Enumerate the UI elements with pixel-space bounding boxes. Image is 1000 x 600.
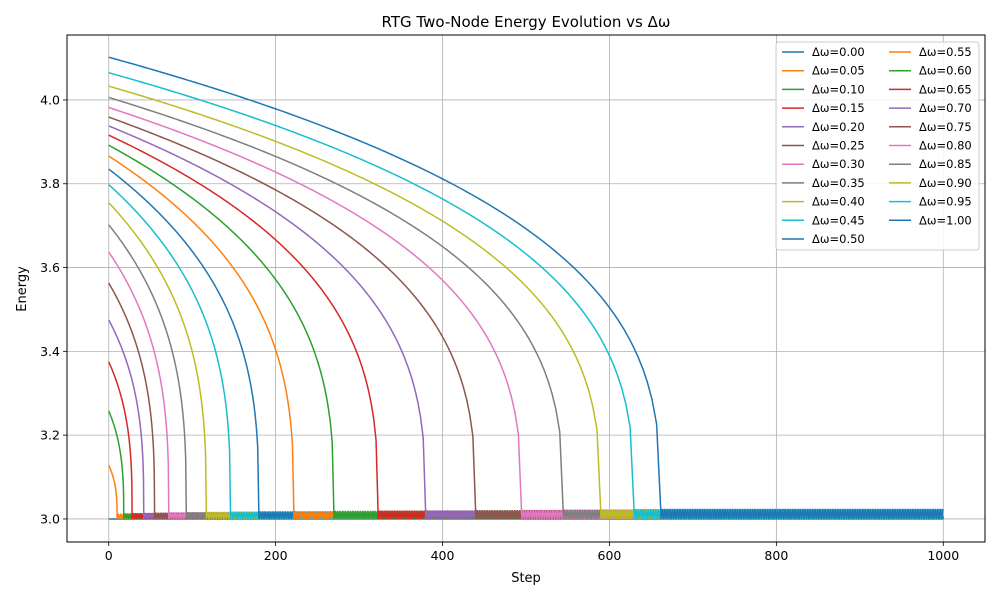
x-tick-label: 400: [431, 548, 455, 563]
chart-title: RTG Two-Node Energy Evolution vs Δω: [382, 13, 671, 31]
x-tick-label: 600: [598, 548, 622, 563]
legend-box: [775, 41, 980, 251]
series-line: [108, 56, 944, 520]
legend-entry: Δω=0.60: [919, 64, 972, 78]
x-tick-label: 800: [764, 548, 788, 563]
legend-entry: Δω=0.65: [919, 82, 972, 96]
legend-entry: Δω=0.40: [812, 195, 865, 209]
y-axis-label: Energy: [15, 266, 30, 312]
x-tick-label: 0: [105, 548, 113, 563]
legend-entry: Δω=0.90: [919, 176, 972, 190]
y-tick-label: 4.0: [40, 92, 60, 107]
legend-entry: Δω=0.00: [812, 45, 865, 59]
legend-entry: Δω=0.75: [919, 120, 972, 134]
legend-entry: Δω=0.95: [919, 195, 972, 209]
x-tick-label: 1000: [927, 548, 959, 563]
legend-entry: Δω=1.00: [919, 213, 972, 227]
legend: Δω=0.00 Δω=0.05 Δω=0.10 Δω=0.15 Δω=0.20 Δω=0.…: [775, 41, 980, 251]
legend-entry: Δω=0.25: [812, 139, 865, 153]
plot-frame: [66, 34, 986, 543]
x-tick-label: 200: [264, 548, 288, 563]
y-tick-label: 3.6: [40, 260, 60, 275]
legend-entry: Δω=0.55: [919, 45, 972, 59]
legend-entry: Δω=0.80: [919, 139, 972, 153]
y-tick-label: 3.0: [40, 511, 60, 526]
legend-entry: Δω=0.45: [812, 213, 865, 227]
legend-entry: Δω=0.50: [812, 232, 865, 246]
legend-entry: Δω=0.70: [919, 101, 972, 115]
legend-entry: Δω=0.30: [812, 157, 865, 171]
series-line: [108, 71, 944, 520]
y-tick-label: 3.8: [40, 176, 60, 191]
legend-entry: Δω=0.85: [919, 157, 972, 171]
y-tick-label: 3.4: [40, 344, 60, 359]
y-tick-label: 3.2: [40, 428, 60, 443]
x-axis-label: Step: [511, 571, 541, 586]
axis-ticks: 0 200 400 600 800 1000 3.0 3.2 3.4 3.6 3.8 4.0: [40, 92, 959, 563]
legend-entry: Δω=0.20: [812, 120, 865, 134]
legend-entry: Δω=0.05: [812, 64, 865, 78]
legend-entry: Δω=0.10: [812, 82, 865, 96]
series-lines: [108, 56, 945, 520]
legend-entry: Δω=0.35: [812, 176, 865, 190]
legend-entry: Δω=0.15: [812, 101, 865, 115]
